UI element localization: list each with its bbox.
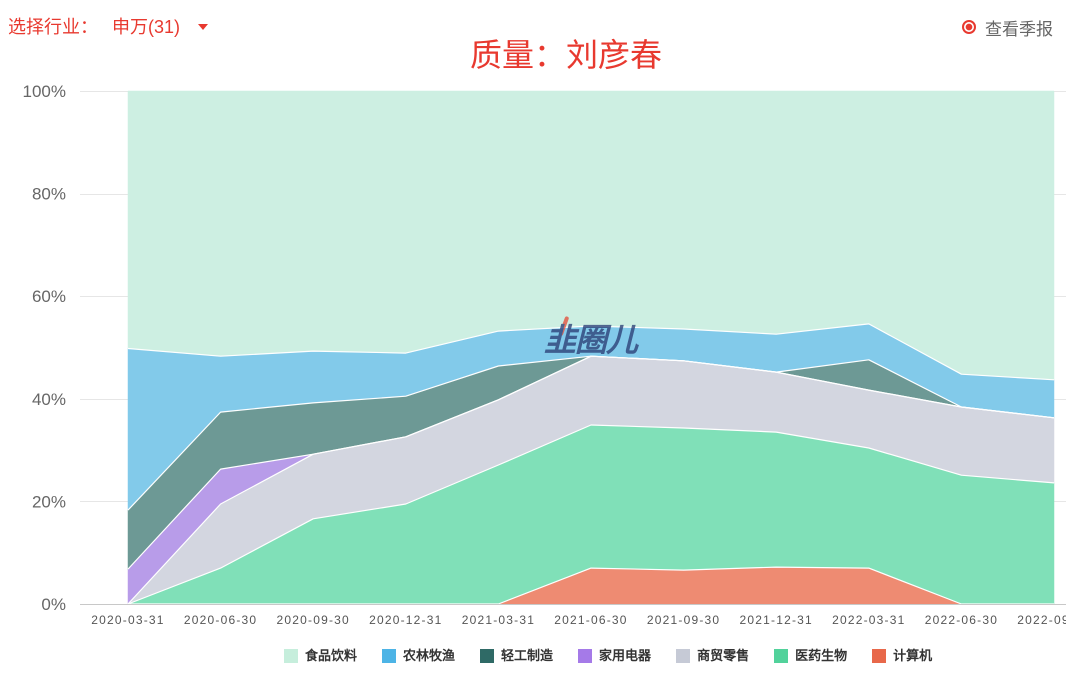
legend-label: 轻工制造 <box>501 648 554 663</box>
x-tick-label: 2020-12-31 <box>369 613 442 627</box>
y-tick-label: 0% <box>41 595 66 614</box>
chart-legend: 食品饮料 农林牧渔 轻工制造 家用电器 商贸零售 医药生物 计算机 <box>284 647 932 665</box>
legend-item-pharma[interactable]: 医药生物 <box>774 647 847 665</box>
x-tick-label: 2021-03-31 <box>462 613 535 627</box>
series-line-light-industry <box>127 355 1055 511</box>
legend-item-retail[interactable]: 商贸零售 <box>676 647 749 665</box>
legend-item-computer[interactable]: 计算机 <box>872 647 932 665</box>
caret-down-icon[interactable] <box>198 24 209 30</box>
y-axis-labels: 0% 20% 40% 60% 80% 100% <box>23 82 66 614</box>
quarterly-report-label[interactable]: 查看季报 <box>985 19 1053 39</box>
legend-item-agriculture[interactable]: 农林牧渔 <box>382 647 455 665</box>
radio-checked-icon[interactable] <box>962 20 976 34</box>
industry-selector[interactable]: 选择行业： 申万(31) <box>8 14 209 40</box>
legend-item-home-appliance[interactable]: 家用电器 <box>578 647 651 665</box>
legend-item-food-beverage[interactable]: 食品饮料 <box>284 647 357 665</box>
y-tick-label: 100% <box>23 82 66 101</box>
legend-swatch <box>774 649 789 663</box>
legend-swatch <box>382 649 397 663</box>
legend-swatch <box>872 649 887 663</box>
series-line-layer <box>127 323 1055 605</box>
y-tick-label: 60% <box>32 287 66 306</box>
legend-swatch <box>284 649 298 663</box>
y-tick-label: 40% <box>32 390 66 409</box>
x-tick-label: 2022-06-30 <box>925 613 998 627</box>
y-tick-label: 20% <box>32 492 66 511</box>
legend-swatch <box>676 649 691 663</box>
legend-swatch <box>578 649 593 663</box>
legend-swatch <box>480 649 495 663</box>
legend-label: 家用电器 <box>599 648 652 663</box>
x-tick-label: 2020-09-30 <box>277 613 350 627</box>
chart-title: 质量：刘彦春 <box>469 37 663 73</box>
legend-label: 商贸零售 <box>697 648 750 663</box>
x-tick-label: 2021-06-30 <box>554 613 627 627</box>
x-tick-label: 2022-03-31 <box>832 613 905 627</box>
legend-label: 计算机 <box>893 648 933 663</box>
industry-selector-label: 选择行业： <box>8 17 98 37</box>
x-tick-label: 2022-09-30 <box>1017 613 1080 627</box>
legend-label: 医药生物 <box>795 648 848 663</box>
series-line-agriculture <box>127 323 1055 381</box>
x-tick-label: 2020-03-31 <box>91 613 164 627</box>
area-layer <box>127 90 1055 605</box>
y-tick-label: 80% <box>32 185 66 204</box>
x-tick-label: 2021-12-31 <box>740 613 813 627</box>
quarterly-report-toggle[interactable]: 查看季报 <box>962 14 1053 40</box>
x-axis-labels: 2020-03-31 2020-06-30 2020-09-30 2020-12-31… <box>91 613 1080 627</box>
x-tick-label: 2020-06-30 <box>184 613 257 627</box>
series-line-pharma <box>127 424 1055 605</box>
legend-label: 食品饮料 <box>305 648 358 663</box>
stacked-area-chart: 0%20%40%60%80%100% 2020-03-31 2020-06-30 2… <box>23 82 1080 627</box>
x-tick-label: 2021-09-30 <box>647 613 720 627</box>
legend-item-light-industry[interactable]: 轻工制造 <box>480 647 553 665</box>
legend-label: 农林牧渔 <box>403 648 456 663</box>
industry-selector-value[interactable]: 申万(31) <box>112 17 181 37</box>
